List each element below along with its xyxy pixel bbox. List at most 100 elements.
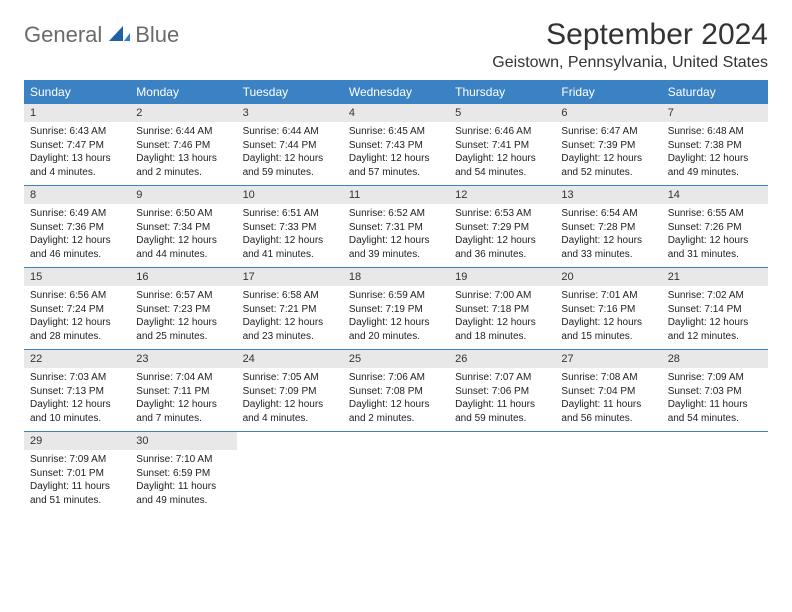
daylight-line: Daylight: 12 hours and 46 minutes. (30, 234, 124, 261)
day-cell: 28Sunrise: 7:09 AMSunset: 7:03 PMDayligh… (662, 350, 768, 431)
day-body: Sunrise: 6:54 AMSunset: 7:28 PMDaylight:… (555, 204, 661, 267)
day-cell: 20Sunrise: 7:01 AMSunset: 7:16 PMDayligh… (555, 268, 661, 349)
sunset-line: Sunset: 7:34 PM (136, 221, 230, 235)
sunset-line: Sunset: 7:43 PM (349, 139, 443, 153)
sunset-line: Sunset: 7:44 PM (243, 139, 337, 153)
day-number: 20 (555, 268, 661, 286)
day-cell: 29Sunrise: 7:09 AMSunset: 7:01 PMDayligh… (24, 432, 130, 513)
daylight-line: Daylight: 12 hours and 4 minutes. (243, 398, 337, 425)
sunset-line: Sunset: 7:08 PM (349, 385, 443, 399)
day-number: 27 (555, 350, 661, 368)
daylight-line: Daylight: 12 hours and 59 minutes. (243, 152, 337, 179)
sunrise-line: Sunrise: 7:02 AM (668, 289, 762, 303)
day-cell (662, 432, 768, 513)
day-number: 5 (449, 104, 555, 122)
sunset-line: Sunset: 7:31 PM (349, 221, 443, 235)
day-cell (449, 432, 555, 513)
day-body: Sunrise: 6:56 AMSunset: 7:24 PMDaylight:… (24, 286, 130, 349)
day-body: Sunrise: 6:59 AMSunset: 7:19 PMDaylight:… (343, 286, 449, 349)
day-body: Sunrise: 7:03 AMSunset: 7:13 PMDaylight:… (24, 368, 130, 431)
day-number: 29 (24, 432, 130, 450)
day-number: 6 (555, 104, 661, 122)
sunset-line: Sunset: 7:24 PM (30, 303, 124, 317)
sunset-line: Sunset: 7:09 PM (243, 385, 337, 399)
day-number: 13 (555, 186, 661, 204)
sunrise-line: Sunrise: 6:52 AM (349, 207, 443, 221)
daylight-line: Daylight: 13 hours and 4 minutes. (30, 152, 124, 179)
weeks-container: 1Sunrise: 6:43 AMSunset: 7:47 PMDaylight… (24, 104, 768, 513)
page-subtitle: Geistown, Pennsylvania, United States (492, 54, 768, 72)
day-header: Wednesday (343, 80, 449, 104)
sunrise-line: Sunrise: 6:46 AM (455, 125, 549, 139)
day-number: 23 (130, 350, 236, 368)
day-body: Sunrise: 6:50 AMSunset: 7:34 PMDaylight:… (130, 204, 236, 267)
daylight-line: Daylight: 12 hours and 2 minutes. (349, 398, 443, 425)
day-number: 7 (662, 104, 768, 122)
sunrise-line: Sunrise: 6:44 AM (243, 125, 337, 139)
day-header: Monday (130, 80, 236, 104)
daylight-line: Daylight: 12 hours and 54 minutes. (455, 152, 549, 179)
day-number: 9 (130, 186, 236, 204)
day-body: Sunrise: 6:47 AMSunset: 7:39 PMDaylight:… (555, 122, 661, 185)
day-cell: 13Sunrise: 6:54 AMSunset: 7:28 PMDayligh… (555, 186, 661, 267)
day-cell: 21Sunrise: 7:02 AMSunset: 7:14 PMDayligh… (662, 268, 768, 349)
day-cell: 18Sunrise: 6:59 AMSunset: 7:19 PMDayligh… (343, 268, 449, 349)
sunset-line: Sunset: 7:46 PM (136, 139, 230, 153)
logo-blue: Blue (135, 22, 179, 47)
day-body: Sunrise: 6:58 AMSunset: 7:21 PMDaylight:… (237, 286, 343, 349)
calendar-page: General Blue September 2024 Geistown, Pe… (0, 0, 792, 531)
page-title: September 2024 (492, 18, 768, 52)
day-number: 30 (130, 432, 236, 450)
sunset-line: Sunset: 6:59 PM (136, 467, 230, 481)
sunset-line: Sunset: 7:03 PM (668, 385, 762, 399)
day-cell: 16Sunrise: 6:57 AMSunset: 7:23 PMDayligh… (130, 268, 236, 349)
daylight-line: Daylight: 12 hours and 7 minutes. (136, 398, 230, 425)
day-body: Sunrise: 7:04 AMSunset: 7:11 PMDaylight:… (130, 368, 236, 431)
week-row: 29Sunrise: 7:09 AMSunset: 7:01 PMDayligh… (24, 432, 768, 513)
day-number: 12 (449, 186, 555, 204)
day-body: Sunrise: 6:44 AMSunset: 7:46 PMDaylight:… (130, 122, 236, 185)
week-row: 15Sunrise: 6:56 AMSunset: 7:24 PMDayligh… (24, 268, 768, 350)
sunrise-line: Sunrise: 7:05 AM (243, 371, 337, 385)
daylight-line: Daylight: 12 hours and 18 minutes. (455, 316, 549, 343)
day-cell: 27Sunrise: 7:08 AMSunset: 7:04 PMDayligh… (555, 350, 661, 431)
day-cell: 17Sunrise: 6:58 AMSunset: 7:21 PMDayligh… (237, 268, 343, 349)
sunset-line: Sunset: 7:11 PM (136, 385, 230, 399)
day-header-row: SundayMondayTuesdayWednesdayThursdayFrid… (24, 80, 768, 104)
sunrise-line: Sunrise: 6:59 AM (349, 289, 443, 303)
day-number: 8 (24, 186, 130, 204)
day-cell: 24Sunrise: 7:05 AMSunset: 7:09 PMDayligh… (237, 350, 343, 431)
day-body: Sunrise: 6:48 AMSunset: 7:38 PMDaylight:… (662, 122, 768, 185)
day-cell: 8Sunrise: 6:49 AMSunset: 7:36 PMDaylight… (24, 186, 130, 267)
day-body: Sunrise: 6:44 AMSunset: 7:44 PMDaylight:… (237, 122, 343, 185)
sunrise-line: Sunrise: 7:10 AM (136, 453, 230, 467)
day-body: Sunrise: 7:07 AMSunset: 7:06 PMDaylight:… (449, 368, 555, 431)
sunrise-line: Sunrise: 7:06 AM (349, 371, 443, 385)
day-header: Thursday (449, 80, 555, 104)
day-number: 3 (237, 104, 343, 122)
day-body: Sunrise: 6:49 AMSunset: 7:36 PMDaylight:… (24, 204, 130, 267)
daylight-line: Daylight: 12 hours and 57 minutes. (349, 152, 443, 179)
daylight-line: Daylight: 11 hours and 49 minutes. (136, 480, 230, 507)
sunset-line: Sunset: 7:38 PM (668, 139, 762, 153)
day-number: 28 (662, 350, 768, 368)
sunset-line: Sunset: 7:26 PM (668, 221, 762, 235)
day-number: 19 (449, 268, 555, 286)
day-header: Friday (555, 80, 661, 104)
sunset-line: Sunset: 7:36 PM (30, 221, 124, 235)
sunrise-line: Sunrise: 6:55 AM (668, 207, 762, 221)
sunset-line: Sunset: 7:21 PM (243, 303, 337, 317)
sunset-line: Sunset: 7:19 PM (349, 303, 443, 317)
day-cell: 23Sunrise: 7:04 AMSunset: 7:11 PMDayligh… (130, 350, 236, 431)
sunset-line: Sunset: 7:18 PM (455, 303, 549, 317)
daylight-line: Daylight: 12 hours and 41 minutes. (243, 234, 337, 261)
sunrise-line: Sunrise: 7:01 AM (561, 289, 655, 303)
day-number: 26 (449, 350, 555, 368)
daylight-line: Daylight: 12 hours and 39 minutes. (349, 234, 443, 261)
daylight-line: Daylight: 11 hours and 56 minutes. (561, 398, 655, 425)
daylight-line: Daylight: 12 hours and 28 minutes. (30, 316, 124, 343)
daylight-line: Daylight: 12 hours and 44 minutes. (136, 234, 230, 261)
daylight-line: Daylight: 11 hours and 54 minutes. (668, 398, 762, 425)
sail-icon (109, 24, 131, 47)
day-cell: 2Sunrise: 6:44 AMSunset: 7:46 PMDaylight… (130, 104, 236, 185)
